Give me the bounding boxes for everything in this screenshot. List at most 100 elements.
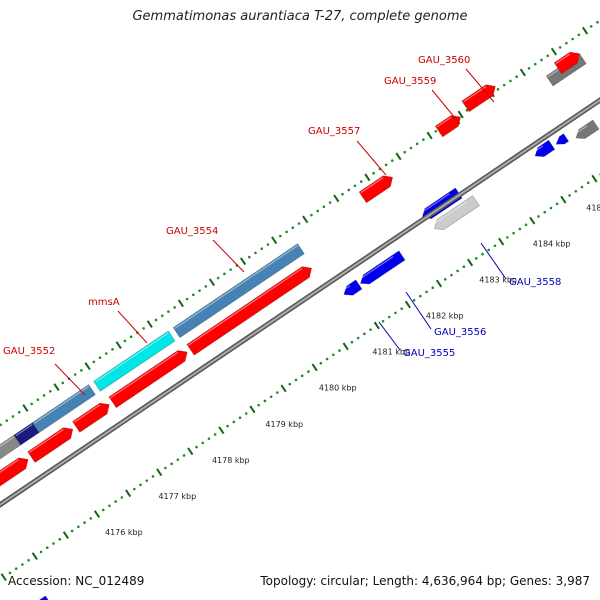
cds-blue-gau3558-shine <box>420 193 450 214</box>
inner-track-major-tick <box>529 216 536 225</box>
cds-red-gau3557 <box>358 175 394 204</box>
inner-track-dot <box>307 370 310 373</box>
inner-track-dot <box>431 286 435 290</box>
cds-red-top-shine <box>555 53 571 64</box>
inner-track-dot <box>77 525 80 529</box>
inner-track-dot <box>481 252 484 256</box>
gene-label: GAU_3557 <box>308 126 360 137</box>
outer-track-major-tick <box>333 194 340 203</box>
outer-track-dot <box>173 306 176 309</box>
inner-track-dot <box>425 290 428 294</box>
tick-label: 4182 kbp <box>426 312 464 321</box>
cds-red-top <box>553 51 580 75</box>
inner-track-major-tick <box>404 300 411 309</box>
gene-label: GAU_3558 <box>509 277 561 288</box>
inner-track-dot <box>586 181 590 185</box>
outer-track-major-tick <box>146 320 153 329</box>
gene-label: GAU_3559 <box>384 76 436 87</box>
feature-gray-upper <box>0 434 22 478</box>
gene-leader-line <box>431 89 461 125</box>
outer-track-dot <box>61 381 65 385</box>
tick-label: 4184 kbp <box>533 239 571 248</box>
inner-track-dot <box>443 278 447 281</box>
outer-track-dot <box>571 37 574 41</box>
outer-track-major-tick <box>519 68 526 77</box>
inner-track-dot <box>164 466 167 470</box>
outer-track-dot <box>98 356 102 360</box>
cds-red-top-shape <box>553 51 580 75</box>
outer-track-dot <box>509 79 512 83</box>
outer-track-dot <box>596 20 599 24</box>
outer-track-dot <box>223 272 226 276</box>
outer-track-dot <box>104 352 108 355</box>
outer-track-dot <box>80 369 83 372</box>
outer-track-dot <box>328 201 332 204</box>
outer-track-major-tick <box>53 383 60 391</box>
tick-label: 4185 kbp <box>586 203 600 212</box>
feature-steelblue-1-shine <box>33 386 90 424</box>
outer-track-dot <box>11 415 15 418</box>
outer-track-dot <box>160 314 164 318</box>
outer-track-dot <box>372 171 375 175</box>
inner-track-dot <box>549 206 553 210</box>
cds-red-2 <box>27 427 74 464</box>
inner-track-major-tick <box>31 552 38 560</box>
tick-label: 4179 kbp <box>265 420 303 429</box>
outer-track-dot <box>341 192 344 196</box>
outer-track-major-tick <box>457 110 464 119</box>
outer-track-dot <box>291 226 295 230</box>
outer-track-dot <box>347 188 351 192</box>
tick-label: 4181 kbp <box>372 348 410 357</box>
inner-track-dot <box>493 244 497 248</box>
outer-track-dot <box>577 33 581 37</box>
inner-track-dot <box>387 315 391 319</box>
outer-track-dot <box>123 339 127 343</box>
outer-track-dot <box>216 276 220 280</box>
outer-track-major-tick <box>302 215 309 224</box>
outer-track-dot <box>73 373 77 376</box>
cds-blue-top-1-shine <box>533 145 544 153</box>
outer-track-dot <box>185 297 189 301</box>
inner-track-dot <box>52 542 55 545</box>
inner-track-dot <box>133 487 136 491</box>
outer-track-dot <box>322 205 326 209</box>
inner-track-dot <box>226 424 229 428</box>
cds-blue-gau3556 <box>358 250 406 285</box>
gene-label: GAU_3552 <box>3 346 55 357</box>
outer-track-dot <box>247 255 251 259</box>
cds-blue-top-2-shape <box>555 133 570 145</box>
feature-navy-shine <box>15 424 33 437</box>
inner-track-dot <box>300 374 304 378</box>
backbone-highlight <box>0 98 600 507</box>
outer-track-dot <box>167 310 170 313</box>
outer-track-dot <box>565 41 568 45</box>
feature-steelblue-1-shape <box>31 384 96 434</box>
outer-track-dot <box>384 163 388 167</box>
topology-text: Topology: circular; Length: 4,636,964 bp… <box>260 574 590 588</box>
inner-track-dot <box>369 328 372 331</box>
inner-track-dot <box>487 248 491 252</box>
inner-track-dot <box>89 517 93 520</box>
inner-track-dot <box>269 395 273 399</box>
inner-track-dot <box>350 340 354 344</box>
outer-track-dot <box>415 142 419 146</box>
outer-track-dot <box>353 184 357 188</box>
outer-track-dot <box>5 419 9 422</box>
inner-track-dot <box>325 357 329 361</box>
inner-track-dot <box>182 454 186 457</box>
inner-track-dot <box>356 336 360 340</box>
inner-track-dot <box>176 458 180 461</box>
outer-track-major-tick <box>208 278 216 287</box>
gene-leader-line <box>465 68 495 103</box>
outer-track-dot <box>434 129 438 133</box>
inner-track-dot <box>512 231 515 235</box>
inner-track-dot <box>114 500 117 503</box>
inner-track-major-tick <box>187 447 194 456</box>
inner-track-dot <box>363 332 366 336</box>
tick-label: 4180 kbp <box>319 384 357 393</box>
feature-steelblue-1 <box>31 384 96 434</box>
cds-blue-gau3556-shape <box>359 250 406 285</box>
tick-label: 4177 kbp <box>158 492 196 501</box>
inner-track-dot <box>319 361 323 365</box>
